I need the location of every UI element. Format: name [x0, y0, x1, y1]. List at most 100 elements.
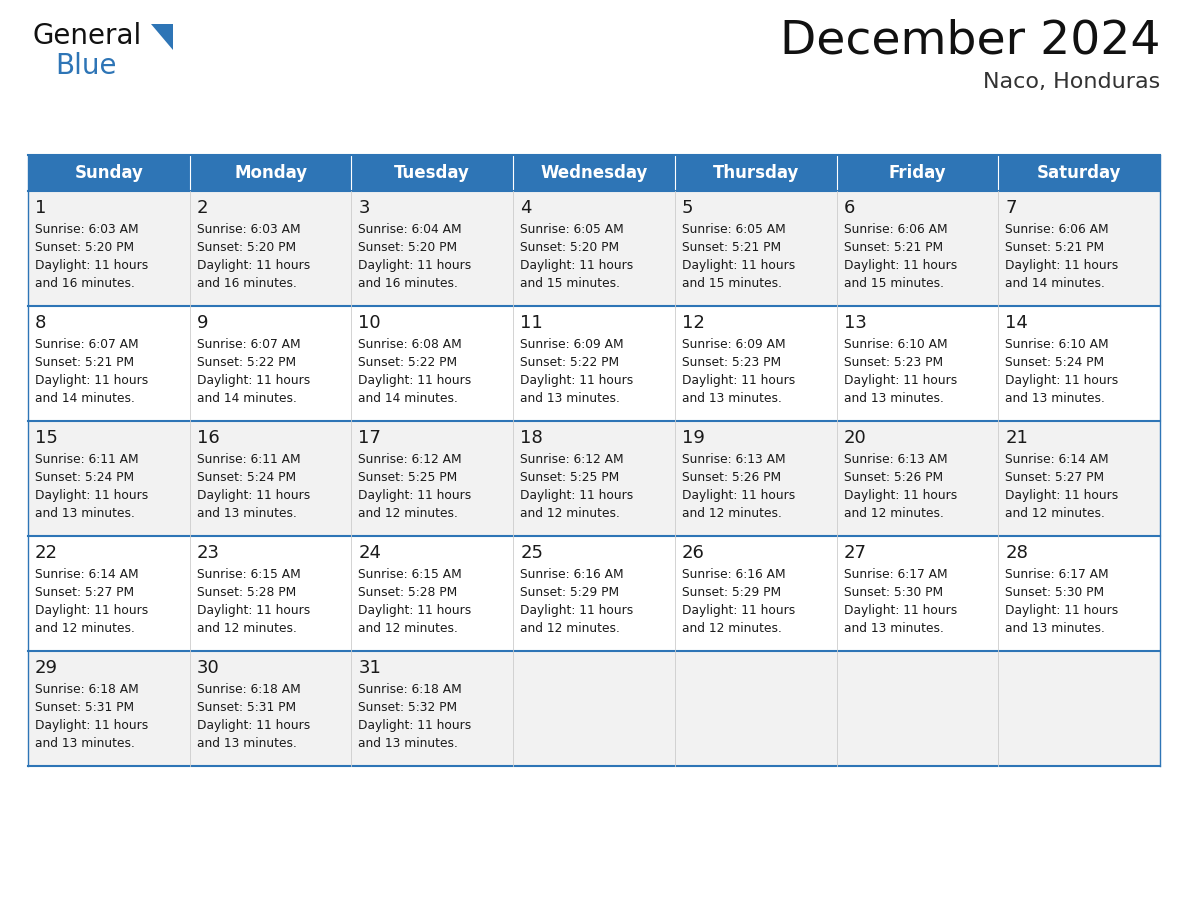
Text: and 16 minutes.: and 16 minutes.	[197, 277, 297, 290]
Text: Daylight: 11 hours: Daylight: 11 hours	[682, 259, 795, 272]
Text: Sunset: 5:22 PM: Sunset: 5:22 PM	[197, 356, 296, 369]
Text: Saturday: Saturday	[1037, 164, 1121, 182]
Text: Sunrise: 6:05 AM: Sunrise: 6:05 AM	[520, 223, 624, 236]
Bar	[352, 191, 513, 306]
Text: Sunset: 5:26 PM: Sunset: 5:26 PM	[843, 471, 943, 484]
Text: 10: 10	[359, 314, 381, 332]
Bar	[190, 651, 352, 766]
Text: and 16 minutes.: and 16 minutes.	[34, 277, 135, 290]
Text: Sunset: 5:27 PM: Sunset: 5:27 PM	[34, 586, 134, 599]
Text: Sunset: 5:23 PM: Sunset: 5:23 PM	[682, 356, 781, 369]
Text: Sunset: 5:29 PM: Sunset: 5:29 PM	[520, 586, 619, 599]
Text: 6: 6	[843, 199, 855, 217]
Bar	[29, 536, 190, 651]
Text: 25: 25	[520, 544, 543, 562]
Text: and 12 minutes.: and 12 minutes.	[359, 507, 459, 520]
Text: Sunset: 5:29 PM: Sunset: 5:29 PM	[682, 586, 781, 599]
Text: 24: 24	[359, 544, 381, 562]
Text: Sunset: 5:21 PM: Sunset: 5:21 PM	[34, 356, 134, 369]
Text: Sunday: Sunday	[75, 164, 144, 182]
Bar	[352, 536, 513, 651]
Text: Daylight: 11 hours: Daylight: 11 hours	[843, 374, 956, 387]
Bar	[29, 306, 190, 421]
Bar	[998, 191, 1159, 306]
Text: and 12 minutes.: and 12 minutes.	[682, 622, 782, 635]
Text: Daylight: 11 hours: Daylight: 11 hours	[359, 719, 472, 732]
Bar	[998, 651, 1159, 766]
Bar	[675, 191, 836, 306]
Text: and 14 minutes.: and 14 minutes.	[1005, 277, 1105, 290]
Text: Sunrise: 6:06 AM: Sunrise: 6:06 AM	[1005, 223, 1108, 236]
Text: Sunset: 5:31 PM: Sunset: 5:31 PM	[197, 701, 296, 714]
Text: Sunrise: 6:13 AM: Sunrise: 6:13 AM	[682, 453, 785, 466]
Text: Daylight: 11 hours: Daylight: 11 hours	[843, 604, 956, 617]
Text: and 13 minutes.: and 13 minutes.	[1005, 622, 1105, 635]
Text: 13: 13	[843, 314, 866, 332]
Text: and 15 minutes.: and 15 minutes.	[843, 277, 943, 290]
Text: 3: 3	[359, 199, 369, 217]
Text: and 13 minutes.: and 13 minutes.	[682, 392, 782, 405]
Text: Daylight: 11 hours: Daylight: 11 hours	[682, 604, 795, 617]
Text: 12: 12	[682, 314, 704, 332]
Text: Daylight: 11 hours: Daylight: 11 hours	[520, 489, 633, 502]
Text: Sunrise: 6:09 AM: Sunrise: 6:09 AM	[682, 338, 785, 351]
Text: 19: 19	[682, 429, 704, 447]
Text: Sunset: 5:20 PM: Sunset: 5:20 PM	[34, 241, 134, 254]
Text: Sunrise: 6:03 AM: Sunrise: 6:03 AM	[34, 223, 139, 236]
Bar	[675, 536, 836, 651]
Text: Sunrise: 6:14 AM: Sunrise: 6:14 AM	[1005, 453, 1108, 466]
Text: Daylight: 11 hours: Daylight: 11 hours	[1005, 604, 1119, 617]
Bar	[190, 191, 352, 306]
Text: Sunrise: 6:13 AM: Sunrise: 6:13 AM	[843, 453, 947, 466]
Text: Monday: Monday	[234, 164, 308, 182]
Text: Sunrise: 6:16 AM: Sunrise: 6:16 AM	[682, 568, 785, 581]
Text: and 13 minutes.: and 13 minutes.	[520, 392, 620, 405]
Text: 2: 2	[197, 199, 208, 217]
Text: Daylight: 11 hours: Daylight: 11 hours	[520, 604, 633, 617]
Bar	[836, 191, 998, 306]
Text: Daylight: 11 hours: Daylight: 11 hours	[520, 374, 633, 387]
Text: Daylight: 11 hours: Daylight: 11 hours	[34, 489, 148, 502]
Text: and 12 minutes.: and 12 minutes.	[682, 507, 782, 520]
Bar	[513, 155, 675, 191]
Text: and 12 minutes.: and 12 minutes.	[843, 507, 943, 520]
Bar	[836, 651, 998, 766]
Text: Sunset: 5:21 PM: Sunset: 5:21 PM	[1005, 241, 1105, 254]
Text: Sunset: 5:21 PM: Sunset: 5:21 PM	[682, 241, 781, 254]
Bar	[675, 306, 836, 421]
Text: Sunset: 5:24 PM: Sunset: 5:24 PM	[1005, 356, 1105, 369]
Text: Sunrise: 6:08 AM: Sunrise: 6:08 AM	[359, 338, 462, 351]
Bar	[513, 191, 675, 306]
Text: Daylight: 11 hours: Daylight: 11 hours	[682, 374, 795, 387]
Text: Sunset: 5:25 PM: Sunset: 5:25 PM	[359, 471, 457, 484]
Text: Sunrise: 6:16 AM: Sunrise: 6:16 AM	[520, 568, 624, 581]
Bar	[836, 421, 998, 536]
Text: Sunrise: 6:15 AM: Sunrise: 6:15 AM	[359, 568, 462, 581]
Text: 21: 21	[1005, 429, 1028, 447]
Text: Sunrise: 6:17 AM: Sunrise: 6:17 AM	[1005, 568, 1108, 581]
Text: and 13 minutes.: and 13 minutes.	[843, 392, 943, 405]
Text: 5: 5	[682, 199, 694, 217]
Text: 27: 27	[843, 544, 866, 562]
Text: Daylight: 11 hours: Daylight: 11 hours	[34, 259, 148, 272]
Text: Sunset: 5:20 PM: Sunset: 5:20 PM	[197, 241, 296, 254]
Text: Sunrise: 6:18 AM: Sunrise: 6:18 AM	[197, 683, 301, 696]
Bar	[998, 155, 1159, 191]
Text: Daylight: 11 hours: Daylight: 11 hours	[197, 489, 310, 502]
Bar	[29, 191, 190, 306]
Bar	[836, 306, 998, 421]
Text: Sunrise: 6:14 AM: Sunrise: 6:14 AM	[34, 568, 139, 581]
Text: Sunrise: 6:06 AM: Sunrise: 6:06 AM	[843, 223, 947, 236]
Text: Daylight: 11 hours: Daylight: 11 hours	[34, 374, 148, 387]
Text: 23: 23	[197, 544, 220, 562]
Text: Sunset: 5:31 PM: Sunset: 5:31 PM	[34, 701, 134, 714]
Text: Sunset: 5:30 PM: Sunset: 5:30 PM	[843, 586, 943, 599]
Text: Daylight: 11 hours: Daylight: 11 hours	[359, 374, 472, 387]
Text: and 16 minutes.: and 16 minutes.	[359, 277, 459, 290]
Bar	[190, 536, 352, 651]
Text: Sunset: 5:20 PM: Sunset: 5:20 PM	[520, 241, 619, 254]
Text: Tuesday: Tuesday	[394, 164, 470, 182]
Text: Sunset: 5:28 PM: Sunset: 5:28 PM	[197, 586, 296, 599]
Bar	[675, 155, 836, 191]
Bar	[352, 306, 513, 421]
